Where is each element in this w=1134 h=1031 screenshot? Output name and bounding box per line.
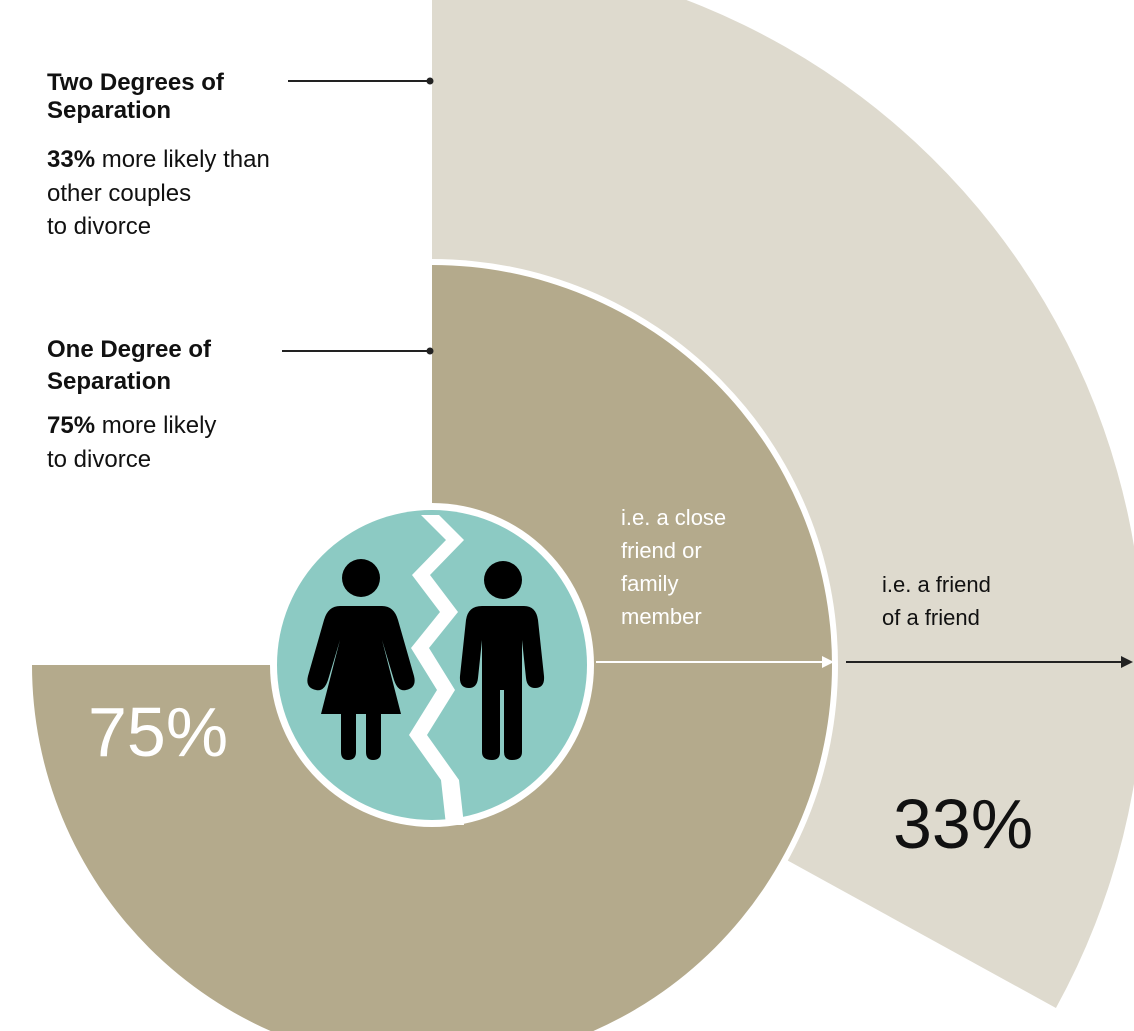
one-degree-example-line-0: i.e. a close	[621, 505, 726, 530]
one-degree-title-line-1: Separation	[47, 368, 171, 395]
man-icon	[459, 561, 545, 760]
two-degrees-value-label: 33%	[893, 785, 1033, 863]
woman-icon	[307, 559, 415, 760]
center-circle-group	[270, 503, 594, 827]
one-degree-title-line-0: One Degree of	[47, 336, 212, 363]
two-degrees-stat-rest: other couples to divorce	[47, 180, 191, 240]
one-degree-percent: 75%	[47, 412, 95, 439]
woman-head	[342, 559, 380, 597]
one-degree-leader-dot	[426, 347, 434, 355]
one-degree-stat-text: more likely	[95, 412, 216, 439]
two-degrees-stat-rest-line-0: other couples	[47, 180, 191, 207]
two-degrees-example: i.e. a friend of a friend	[882, 572, 991, 630]
man-head	[484, 561, 522, 599]
rings-group	[26, 0, 1134, 1031]
one-degree-example: i.e. a close friend or family member	[621, 505, 726, 629]
two-degrees-stat-rest-line-1: to divorce	[47, 213, 151, 240]
outer-arrow-head	[1121, 656, 1133, 668]
crack-band	[409, 515, 464, 825]
two-degrees-title: Two Degrees of Separation	[47, 69, 225, 124]
two-degrees-percent: 33%	[47, 146, 95, 173]
one-degree-stat-rest-line-0: to divorce	[47, 446, 151, 473]
two-degrees-example-line-0: i.e. a friend	[882, 572, 991, 597]
one-degree-example-line-1: friend or	[621, 538, 702, 563]
broken-heart-crack-icon	[409, 515, 464, 825]
one-degree-title: One Degree of Separation	[47, 336, 212, 395]
two-degrees-stat: 33% more likely than	[47, 146, 270, 173]
one-degree-stat: 75% more likely	[47, 412, 216, 439]
two-degrees-title-line-1: Separation	[47, 97, 171, 124]
man-body	[459, 606, 545, 760]
two-degrees-example-line-1: of a friend	[882, 605, 980, 630]
woman-body	[307, 606, 415, 760]
one-degree-value-label: 75%	[88, 693, 228, 771]
two-degrees-stat-text: more likely than	[95, 146, 270, 173]
one-degree-stat-rest: to divorce	[47, 446, 151, 473]
two-degrees-title-line-0: Two Degrees of	[47, 69, 225, 96]
one-degree-example-line-3: member	[621, 604, 702, 629]
one-degree-example-line-2: family	[621, 571, 678, 596]
inner-arrow-head	[822, 656, 834, 668]
two-degrees-leader-dot	[426, 77, 434, 85]
